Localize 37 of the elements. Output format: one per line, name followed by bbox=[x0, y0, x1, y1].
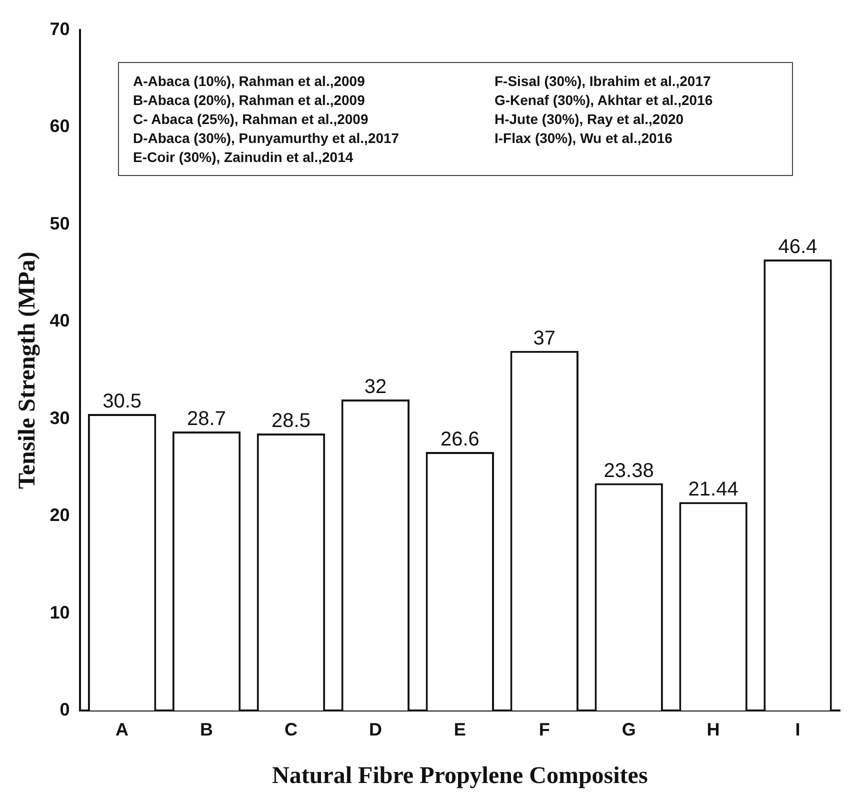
annotation: D-Abaca (30%), Punyamurthy et al.,2017 bbox=[133, 130, 400, 146]
y-tick-label: 20 bbox=[50, 505, 70, 526]
data-label: 28.5 bbox=[272, 410, 310, 432]
y-tick-label: 0 bbox=[60, 700, 70, 720]
annotation: I-Flax (30%), Wu et al.,2016 bbox=[494, 130, 674, 146]
data-label: 46.4 bbox=[778, 236, 818, 258]
annotation: F-Sisal (30%), Ibrahim et al.,2017 bbox=[494, 73, 712, 89]
y-axis-title: Tensile Strength (MPa) bbox=[14, 252, 41, 489]
y-tick-label: 10 bbox=[50, 602, 70, 622]
data-label: 32 bbox=[364, 376, 387, 398]
annotation: A-Abaca (10%), Rahman et al.,2009 bbox=[133, 73, 366, 89]
x-tick-label: H bbox=[706, 719, 720, 740]
data-label: 21.44 bbox=[688, 478, 738, 501]
x-tick-label: F bbox=[538, 719, 550, 740]
x-axis-title: Natural Fibre Propylene Composites bbox=[272, 762, 648, 789]
x-tick-label: C bbox=[284, 719, 298, 740]
annotation: B-Abaca (20%), Rahman et al.,2009 bbox=[133, 92, 366, 108]
y-tick-label: 30 bbox=[50, 408, 70, 428]
data-label: 37 bbox=[533, 327, 556, 350]
y-tick-label: 50 bbox=[50, 213, 70, 234]
x-tick-label: E bbox=[454, 719, 466, 740]
x-tick-label: I bbox=[795, 719, 800, 740]
y-tick-label: 40 bbox=[50, 310, 70, 331]
y-tick-label: 60 bbox=[50, 116, 70, 136]
data-label: 30.5 bbox=[102, 390, 142, 413]
annotation: G-Kenaf (30%), Akhtar et al.,2016 bbox=[494, 92, 714, 108]
x-tick-label: B bbox=[200, 719, 214, 740]
y-tick-label: 70 bbox=[50, 18, 70, 39]
data-label: 23.38 bbox=[604, 460, 654, 482]
x-tick-label: D bbox=[368, 719, 382, 740]
data-label: 26.6 bbox=[440, 428, 480, 450]
data-label: 28.7 bbox=[187, 408, 226, 430]
x-tick-label: A bbox=[116, 719, 129, 740]
x-tick-label: G bbox=[622, 719, 636, 740]
annotation: E-Coir (30%), Zainudin et al.,2014 bbox=[133, 149, 354, 165]
annotation: C- Abaca (25%), Rahman et al.,2009 bbox=[133, 111, 370, 127]
annotation: H-Jute (30%), Ray et al.,2020 bbox=[494, 111, 685, 127]
